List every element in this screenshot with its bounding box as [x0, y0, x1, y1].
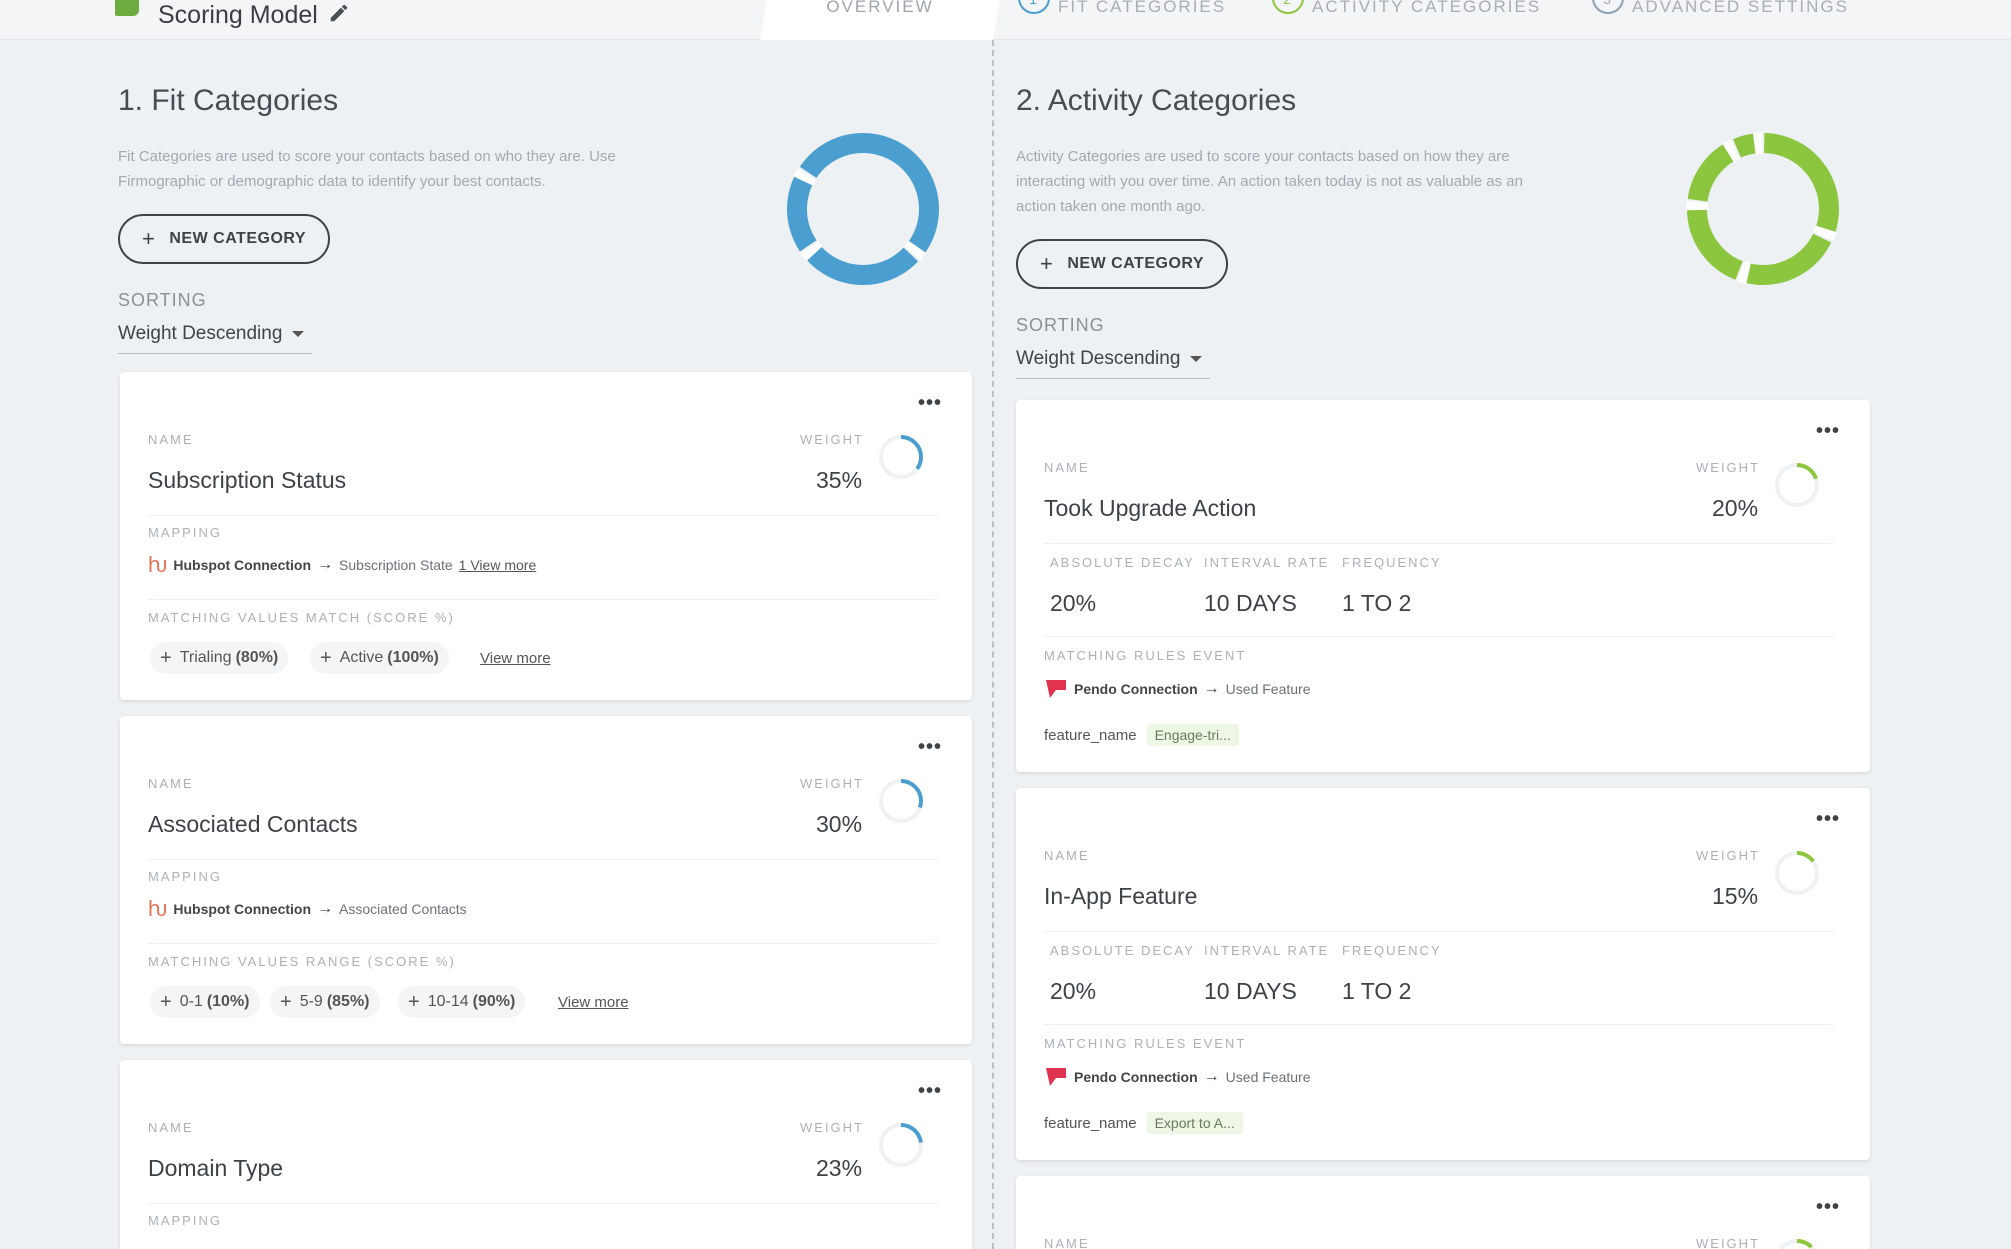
property-value-tag: Export to A...: [1146, 1112, 1243, 1134]
fit-sorting-select[interactable]: Weight Descending: [118, 323, 313, 354]
weight-ring-icon: [1775, 463, 1819, 507]
category-name: Took Upgrade Action: [1044, 495, 1257, 521]
activity-new-category-button[interactable]: + NEW CATEGORY: [1016, 239, 1229, 289]
fit-weight-donut: [786, 132, 940, 286]
category-weight: 30%: [816, 811, 863, 837]
value-chip[interactable]: + Active (100%): [310, 642, 449, 674]
step-number: 1: [1018, 0, 1050, 14]
hubspot-icon: ƕ: [148, 896, 168, 921]
mapping-view-more-link[interactable]: 1 View more: [458, 557, 537, 573]
category-name: Domain Type: [148, 1155, 284, 1181]
pendo-icon: [1046, 1068, 1066, 1086]
plus-icon: +: [1040, 251, 1054, 276]
category-weight: 15%: [1712, 883, 1759, 909]
fit-category-card: ••• NAME WEIGHT Subscription Status 35% …: [120, 372, 972, 700]
step-number: 2: [1272, 0, 1304, 14]
fit-sorting-label: SORTING: [118, 290, 207, 310]
fit-new-category-button[interactable]: + NEW CATEGORY: [118, 214, 331, 264]
pencil-icon[interactable]: [328, 2, 350, 24]
weight-ring-icon: [879, 1123, 923, 1167]
activity-sorting-select[interactable]: Weight Descending: [1016, 348, 1211, 379]
activity-weight-donut: [1686, 132, 1840, 286]
category-name: Subscription Status: [148, 467, 347, 493]
category-weight: 35%: [816, 467, 863, 493]
more-options-icon[interactable]: •••: [1815, 1196, 1840, 1218]
value-chip[interactable]: +0-1 (10%): [150, 986, 260, 1018]
mapping-row: ƕ Hubspot Connection → Subscription State …: [148, 552, 537, 577]
activity-category-card: ••• NAME WEIGHT: [1016, 1176, 1870, 1249]
more-options-icon[interactable]: •••: [917, 392, 942, 414]
column-divider: [992, 40, 994, 1249]
category-weight: 20%: [1712, 495, 1759, 521]
caret-down-icon: [1190, 355, 1203, 362]
fit-section-title: 1. Fit Categories: [118, 84, 339, 117]
value-chip[interactable]: +5-9 (85%): [270, 986, 380, 1018]
activity-category-card: ••• NAME WEIGHT In-App Feature 15% ABSOL…: [1016, 788, 1870, 1160]
plus-icon: +: [142, 226, 156, 251]
weight-ring-icon: [1775, 1239, 1819, 1249]
interval-rate-value: 10 DAYS: [1204, 590, 1297, 616]
weight-ring-icon: [1775, 851, 1819, 895]
value-chip[interactable]: + Trialing (80%): [150, 642, 289, 674]
rules-row: Pendo Connection → Used Feature: [1044, 678, 1311, 700]
hubspot-icon: ƕ: [148, 552, 168, 577]
more-options-icon[interactable]: •••: [1815, 808, 1840, 830]
fit-section-description: Fit Categories are used to score your co…: [118, 148, 616, 190]
tab-fit-categories[interactable]: 1FIT CATEGORIES: [1018, 0, 1226, 40]
property-value-tag: Engage-tri...: [1146, 724, 1239, 746]
values-view-more-link[interactable]: View more: [480, 650, 551, 667]
caret-down-icon: [292, 330, 305, 337]
tab-activity-categories[interactable]: 2ACTIVITY CATEGORIES: [1272, 0, 1541, 40]
mapping-row: ƕ Hubspot Connection → Associated Contacts: [148, 896, 467, 921]
tab-advanced-settings[interactable]: 3ADVANCED SETTINGS: [1592, 0, 1849, 40]
activity-sorting-label: SORTING: [1016, 315, 1105, 335]
frequency-value: 1 TO 2: [1342, 590, 1412, 616]
category-weight: 23%: [816, 1155, 863, 1181]
interval-rate-value: 10 DAYS: [1204, 978, 1297, 1004]
step-number: 3: [1592, 0, 1624, 14]
category-name: In-App Feature: [1044, 883, 1198, 909]
absolute-decay-value: 20%: [1050, 590, 1097, 616]
more-options-icon[interactable]: •••: [1815, 420, 1840, 442]
value-chip[interactable]: +10-14 (90%): [398, 986, 526, 1018]
more-options-icon[interactable]: •••: [917, 1080, 942, 1102]
activity-section-title: 2. Activity Categories: [1016, 84, 1297, 117]
values-view-more-link[interactable]: View more: [558, 994, 629, 1011]
weight-ring-icon: [879, 435, 923, 479]
activity-section-description: Activity Categories are used to score yo…: [1016, 148, 1523, 215]
fit-category-card: ••• NAME WEIGHT Domain Type 23% MAPPING: [120, 1060, 972, 1249]
app-logo-icon: [115, 0, 139, 16]
more-options-icon[interactable]: •••: [917, 736, 942, 758]
pendo-icon: [1046, 680, 1066, 698]
activity-category-card: ••• NAME WEIGHT Took Upgrade Action 20% …: [1016, 400, 1870, 772]
absolute-decay-value: 20%: [1050, 978, 1097, 1004]
category-name: Associated Contacts: [148, 811, 358, 837]
fit-category-card: ••• NAME WEIGHT Associated Contacts 30% …: [120, 716, 972, 1044]
rule-property-row: feature_name Export to A...: [1044, 1112, 1243, 1134]
tab-overview[interactable]: OVERVIEW: [760, 0, 1000, 40]
top-bar: Scoring Model OVERVIEW 1FIT CATEGORIES 2…: [0, 0, 2011, 40]
rules-row: Pendo Connection → Used Feature: [1044, 1066, 1311, 1088]
weight-ring-icon: [879, 779, 923, 823]
frequency-value: 1 TO 2: [1342, 978, 1412, 1004]
model-title: Scoring Model: [158, 1, 318, 29]
rule-property-row: feature_name Engage-tri...: [1044, 724, 1239, 746]
